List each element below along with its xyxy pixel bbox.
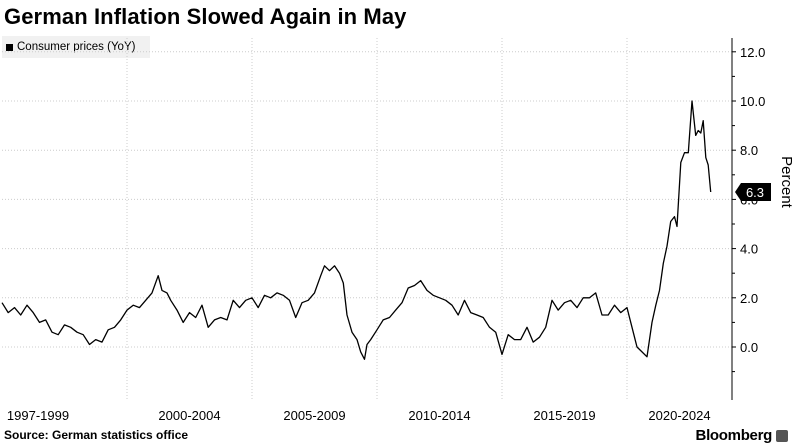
y-tick-label: 12.0	[740, 45, 765, 60]
last-value-badge	[735, 183, 771, 202]
source-note: Source: German statistics office	[4, 428, 189, 442]
y-tick-label: 2.0	[740, 291, 758, 306]
y-axis-title: Percent	[778, 156, 794, 209]
x-tick-label: 2010-2014	[408, 408, 470, 420]
legend-label: Consumer prices (YoY)	[17, 41, 136, 53]
brand-logo: Bloomberg	[695, 427, 773, 444]
x-tick-label: 2005-2009	[283, 408, 345, 420]
series-group	[1, 100, 712, 360]
chart-title: German Inflation Slowed Again in May	[4, 4, 407, 29]
x-tick-label: 1997-1999	[7, 408, 69, 420]
x-axis: 1997-1999 2000-2004 2005-2009 2010-2014 2015…	[7, 408, 711, 420]
y-tick-label: 10.0	[740, 94, 765, 109]
grid-lines	[2, 38, 732, 400]
x-tick-label: 2020-2024	[648, 408, 710, 420]
y-tick-label: 8.0	[740, 143, 758, 158]
chart-canvas: 1997-1999 2000-2004 2005-2009 2010-2014 2015…	[1, 38, 794, 420]
x-tick-label: 2015-2019	[533, 408, 595, 420]
y-tick-label: 0.0	[740, 340, 758, 355]
series-line-cpi	[1, 100, 712, 360]
y-tick-label: 4.0	[740, 242, 758, 257]
last-value-tag: 6.3	[735, 183, 771, 202]
bloomberg-chart-icon	[776, 430, 788, 442]
last-value-label: 6.3	[746, 185, 764, 200]
legend: Consumer prices (YoY)	[2, 36, 150, 58]
x-tick-label: 2000-2004	[158, 408, 220, 420]
legend-swatch-icon	[6, 43, 13, 51]
